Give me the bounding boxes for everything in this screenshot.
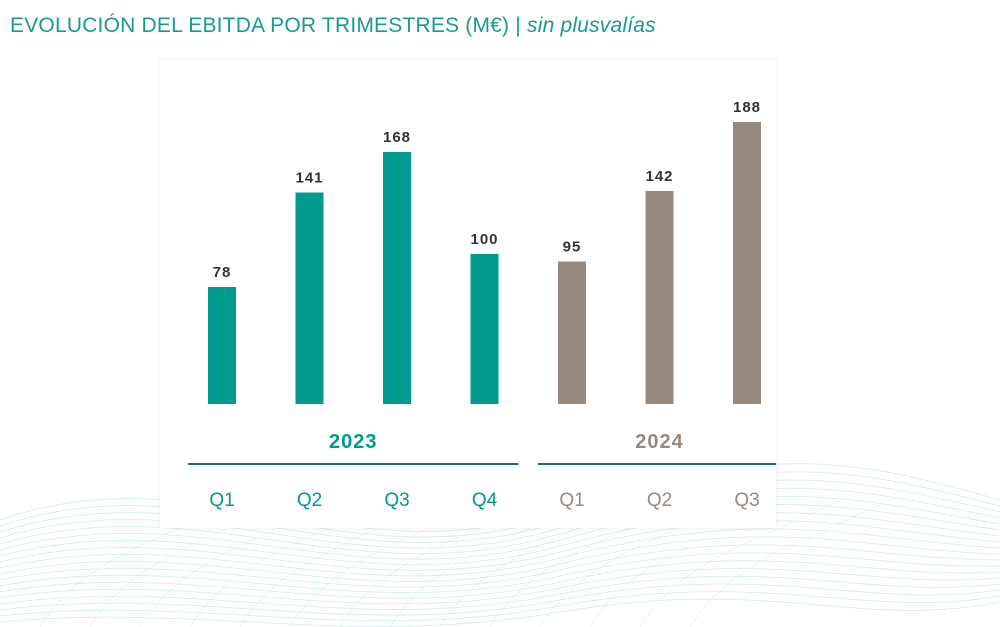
wave-line — [0, 552, 1000, 593]
x-tick-label: Q2 — [647, 490, 672, 511]
wave-line — [0, 536, 1000, 582]
title-main: EVOLUCIÓN DEL EBITDA POR TRIMESTRES (M€) — [10, 14, 510, 37]
value-label: 142 — [645, 168, 673, 185]
x-tick-label: Q2 — [297, 490, 322, 511]
bar-2023-q3 — [383, 152, 411, 404]
bar-2024-q3 — [733, 122, 761, 404]
value-label: 141 — [295, 170, 323, 187]
title-subtitle: sin plusvalías — [527, 14, 656, 37]
wave-line — [0, 560, 1000, 599]
wave-line — [0, 528, 1000, 577]
wave-line — [0, 575, 1000, 610]
wave-line — [0, 591, 1000, 622]
wave-line — [689, 499, 891, 627]
wave-line — [0, 504, 1000, 560]
x-tick-label: Q1 — [209, 490, 234, 511]
x-tick-label: Q4 — [472, 490, 498, 511]
value-label: 168 — [383, 129, 411, 146]
wave-line — [0, 520, 1000, 571]
bar-2023-q2 — [295, 192, 324, 404]
wave-line — [0, 496, 1000, 555]
bar-2024-q1 — [558, 261, 586, 404]
value-label: 78 — [213, 264, 232, 281]
wave-line — [639, 499, 841, 627]
wave-line — [0, 598, 1000, 627]
chart-panel: 78 Q1 141 Q2 168 Q3 100 Q4 2023 95 Q1 142 Q2 188 Q3 202… — [160, 60, 776, 528]
x-tick-label: Q1 — [559, 490, 584, 511]
bar-2023-q1 — [208, 287, 236, 404]
group-label-2024: 2024 — [635, 431, 684, 453]
value-label: 188 — [733, 99, 761, 116]
wave-line — [0, 583, 1000, 616]
group-label-2023: 2023 — [329, 431, 378, 453]
wave-line — [0, 568, 1000, 605]
bar-2024-q2 — [645, 191, 674, 404]
x-tick-label: Q3 — [384, 490, 409, 511]
bar-chart: 78 Q1 141 Q2 168 Q3 100 Q4 2023 95 Q1 142 Q2 188 Q3 202… — [188, 99, 776, 511]
wave-line — [0, 512, 1000, 566]
chart-title: EVOLUCIÓN DEL EBITDA POR TRIMESTRES (M€)… — [10, 14, 656, 38]
value-label: 100 — [470, 231, 498, 248]
x-tick-label: Q3 — [734, 490, 759, 511]
title-separator: | — [509, 14, 527, 37]
bar-2023-q4 — [470, 254, 499, 404]
wave-line — [0, 544, 1000, 588]
value-label: 95 — [563, 239, 582, 256]
